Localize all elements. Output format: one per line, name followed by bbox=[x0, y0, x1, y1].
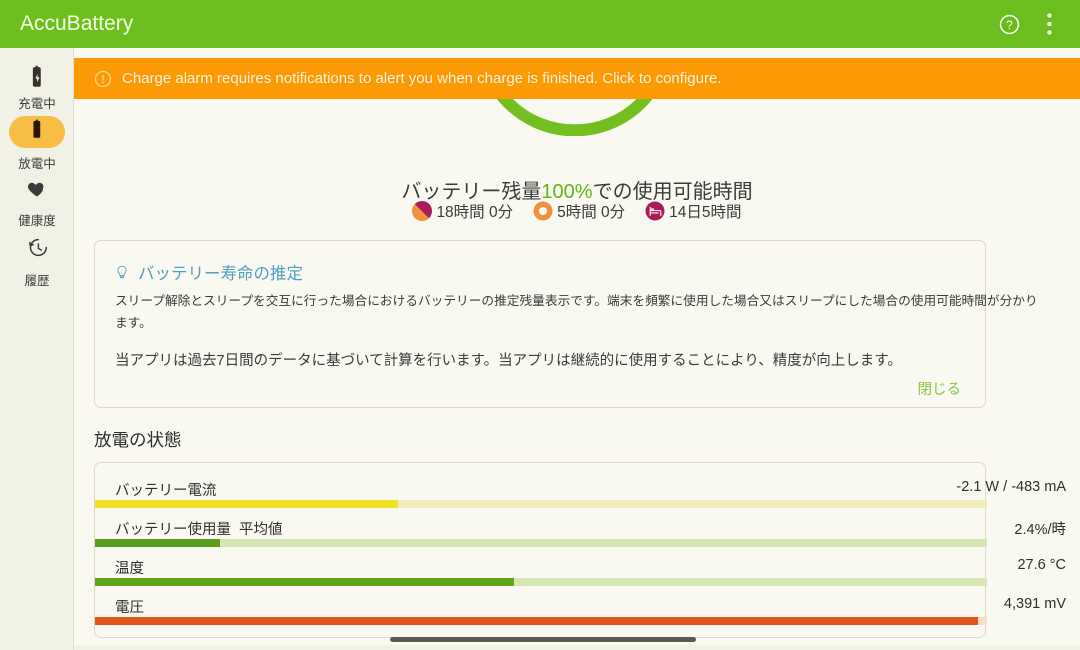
svg-text:?: ? bbox=[1006, 18, 1013, 32]
